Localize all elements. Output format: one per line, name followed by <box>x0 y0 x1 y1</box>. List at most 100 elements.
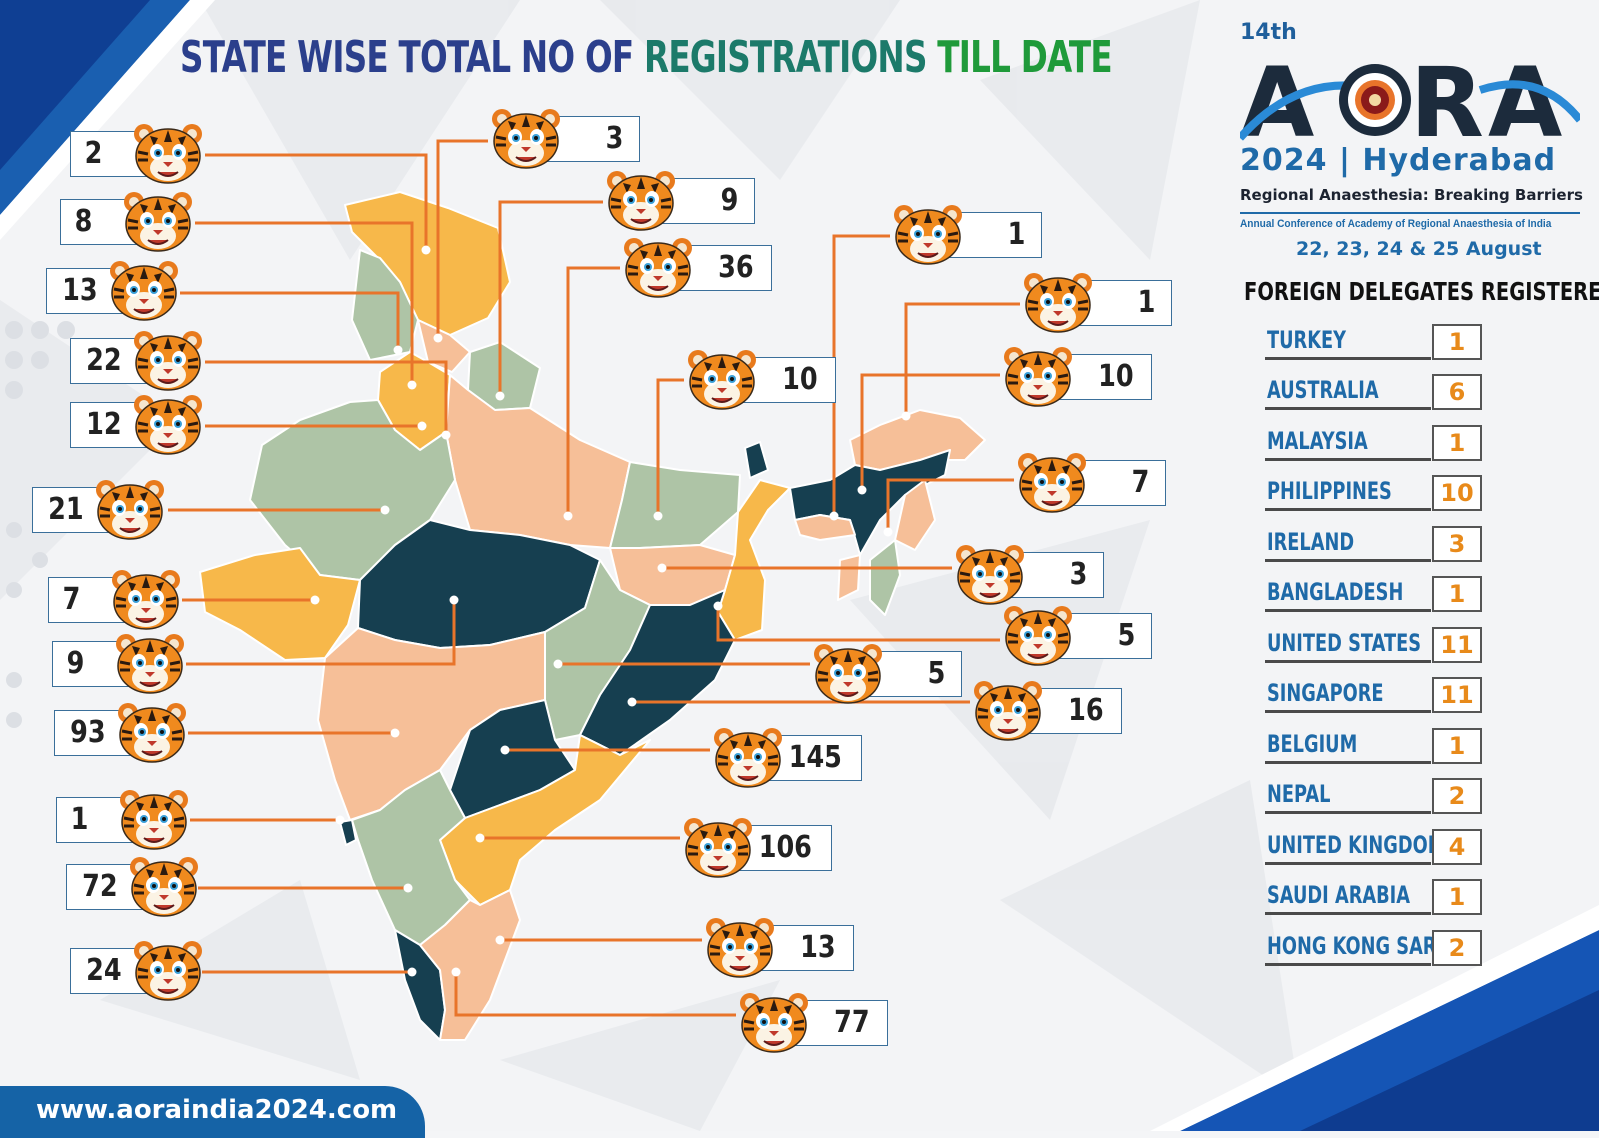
row-underline <box>1265 963 1431 966</box>
country-count: 1 <box>1432 324 1482 360</box>
tiger-mascot-icon <box>1014 451 1090 515</box>
tiger-mascot-icon <box>890 203 966 267</box>
region-sikkim <box>744 441 769 479</box>
row-underline <box>1265 912 1431 915</box>
country-count: 6 <box>1432 374 1482 410</box>
state-count: 3 <box>605 121 624 156</box>
svg-text:R: R <box>1410 50 1484 145</box>
foreign-row: UNITED STATES 11 <box>1265 627 1483 663</box>
region-west-bengal <box>717 479 791 641</box>
state-count: 9 <box>720 183 739 218</box>
row-underline <box>1265 559 1431 562</box>
tiger-mascot-icon <box>130 939 206 1003</box>
country-count: 1 <box>1432 728 1482 764</box>
state-count: 1 <box>1007 217 1026 252</box>
country-count: 1 <box>1432 425 1482 461</box>
tiger-mascot-icon <box>952 543 1028 607</box>
row-underline <box>1265 761 1431 764</box>
region-uttar-pradesh <box>445 374 631 549</box>
foreign-row: IRELAND 3 <box>1265 526 1483 562</box>
country-name: UNITED STATES <box>1267 629 1422 657</box>
title-part-3: TILL DATE <box>937 32 1112 83</box>
country-name: IRELAND <box>1267 528 1355 556</box>
country-name: AUSTRALIA <box>1267 376 1379 404</box>
title-part-2: REGISTRATIONS <box>644 32 927 83</box>
state-callout: 22 <box>70 338 180 384</box>
state-count: 3 <box>1069 557 1088 592</box>
tiger-mascot-icon <box>710 726 786 790</box>
state-count: 22 <box>86 343 122 378</box>
tiger-mascot-icon <box>120 190 196 254</box>
row-underline <box>1265 357 1431 360</box>
logo-divider <box>1240 212 1580 214</box>
region-goa <box>339 819 357 846</box>
state-count: 1 <box>1137 285 1156 320</box>
tiger-mascot-icon <box>736 991 812 1055</box>
country-name: NEPAL <box>1267 780 1331 808</box>
foreign-row: BELGIUM 1 <box>1265 728 1483 764</box>
state-count: 93 <box>70 715 106 750</box>
tiger-mascot-icon <box>114 701 190 765</box>
region-karnataka <box>351 769 471 946</box>
tiger-mascot-icon <box>970 679 1046 743</box>
tiger-mascot-icon <box>810 642 886 706</box>
region-tripura <box>837 554 861 601</box>
country-name: UNITED KINGDOM <box>1267 831 1446 859</box>
row-underline <box>1265 862 1431 865</box>
logo-edition: 14th <box>1240 20 1297 45</box>
state-count: 77 <box>834 1005 870 1040</box>
country-count: 2 <box>1432 778 1482 814</box>
tiger-mascot-icon <box>702 916 778 980</box>
state-count: 10 <box>782 362 818 397</box>
country-name: HONG KONG SAR <box>1267 932 1437 960</box>
aora-logo: A R A <box>1240 50 1580 145</box>
state-count: 13 <box>800 930 836 965</box>
tiger-mascot-icon <box>1000 604 1076 668</box>
foreign-row: TURKEY 1 <box>1265 324 1483 360</box>
tiger-mascot-icon <box>126 855 202 919</box>
state-count: 10 <box>1098 359 1134 394</box>
website-link[interactable]: www.aoraindia2024.com <box>36 1095 398 1125</box>
state-count: 1 <box>70 802 89 837</box>
region-meghalaya <box>794 514 856 541</box>
country-name: SINGAPORE <box>1267 679 1384 707</box>
poster-title: STATE WISE TOTAL NO OF REGISTRATIONS TIL… <box>180 32 1113 83</box>
tiger-mascot-icon <box>684 348 760 412</box>
country-name: PHILIPPINES <box>1267 477 1392 505</box>
state-count: 7 <box>62 582 81 617</box>
country-count: 1 <box>1432 879 1482 915</box>
row-underline <box>1265 407 1431 410</box>
foreign-delegates-heading: FOREIGN DELEGATES REGISTERED <box>1244 277 1599 306</box>
row-underline <box>1265 609 1431 612</box>
foreign-row: AUSTRALIA 6 <box>1265 374 1483 410</box>
tiger-mascot-icon <box>108 568 184 632</box>
footer-band <box>0 1086 425 1138</box>
state-count: 16 <box>1068 693 1104 728</box>
row-underline <box>1265 458 1431 461</box>
country-name: BELGIUM <box>1267 730 1358 758</box>
country-count: 11 <box>1432 627 1482 663</box>
region-bihar <box>609 461 741 549</box>
state-count: 36 <box>718 250 754 285</box>
tiger-mascot-icon <box>603 169 679 233</box>
row-underline <box>1265 710 1431 713</box>
country-count: 3 <box>1432 526 1482 562</box>
foreign-row: NEPAL 2 <box>1265 778 1483 814</box>
foreign-row: SINGAPORE 11 <box>1265 677 1483 713</box>
logo-subtitle: Annual Conference of Academy of Regional… <box>1240 218 1552 230</box>
tiger-mascot-icon <box>680 816 756 880</box>
foreign-row: BANGLADESH 1 <box>1265 576 1483 612</box>
state-count: 13 <box>62 273 98 308</box>
country-name: MALAYSIA <box>1267 427 1368 455</box>
state-count: 24 <box>86 953 122 988</box>
state-count: 12 <box>86 407 122 442</box>
logo-city: 2024 | Hyderabad <box>1240 143 1557 178</box>
tiger-mascot-icon <box>1020 271 1096 335</box>
state-count: 5 <box>1117 618 1136 653</box>
region-tamil-nadu <box>419 889 521 1041</box>
country-count: 1 <box>1432 576 1482 612</box>
tiger-mascot-icon <box>1000 345 1076 409</box>
state-count: 72 <box>82 869 118 904</box>
state-count: 5 <box>927 656 946 691</box>
foreign-row: PHILIPPINES 10 <box>1265 475 1483 511</box>
